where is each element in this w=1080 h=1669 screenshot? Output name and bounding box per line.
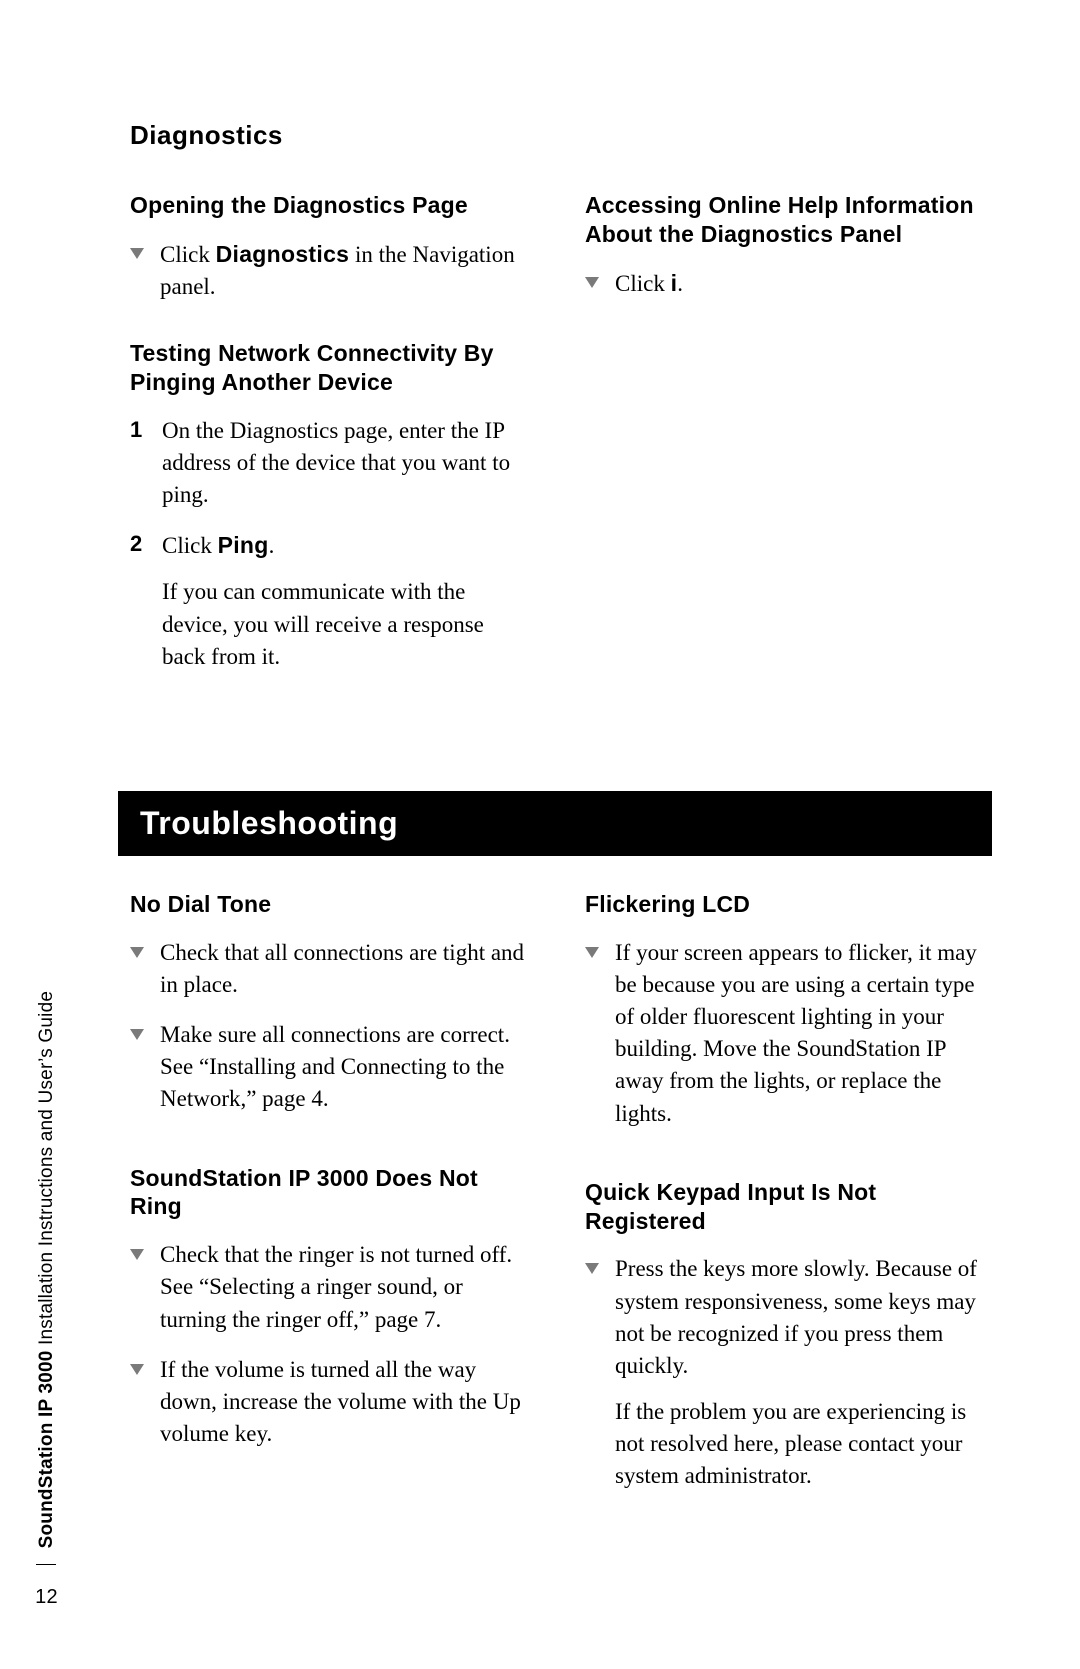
spacer — [130, 721, 980, 791]
subheading-opening: Opening the Diagnostics Page — [130, 191, 525, 220]
step-text: On the Diagnostics page, enter the IP ad… — [162, 415, 525, 512]
bullet-text: Click Diagnostics in the Navigation pane… — [160, 238, 525, 303]
subheading-testing: Testing Network Connectivity By Pinging … — [130, 339, 525, 397]
block-testing-connectivity: Testing Network Connectivity By Pinging … — [130, 339, 525, 673]
product-name: SoundStation IP 3000 — [36, 1350, 57, 1548]
bullet-item: Check that the ringer is not turned off.… — [130, 1239, 525, 1336]
step-followup: If you can communicate with the device, … — [162, 576, 525, 673]
block-flickering-lcd: Flickering LCD If your screen appears to… — [585, 890, 980, 1130]
bullet-item: Press the keys more slowly. Because of s… — [585, 1253, 980, 1382]
troubleshooting-right-col: Flickering LCD If your screen appears to… — [585, 890, 980, 1541]
triangle-down-icon — [130, 947, 144, 958]
text-post: . — [677, 271, 683, 296]
page-footer-spine: 12 SoundStation IP 3000 Installation Ins… — [35, 991, 58, 1609]
section-heading-diagnostics: Diagnostics — [130, 120, 980, 151]
bullet-text: If your screen appears to flicker, it ma… — [615, 937, 980, 1130]
diagnostics-columns: Opening the Diagnostics Page Click Diagn… — [130, 191, 980, 721]
bullet-text: Make sure all connections are correct. S… — [160, 1019, 525, 1116]
subheading-no-dial: No Dial Tone — [130, 890, 525, 919]
followup-text: If the problem you are experiencing is n… — [615, 1396, 980, 1493]
bullet-text: Click i. — [615, 267, 683, 300]
step-number: 1 — [130, 415, 152, 446]
triangle-down-icon — [130, 1029, 144, 1040]
subheading-not-ring: SoundStation IP 3000 Does Not Ring — [130, 1164, 525, 1222]
step-text: Click Ping. — [162, 529, 274, 562]
triangle-down-icon — [130, 1249, 144, 1260]
page-number: 12 — [35, 1586, 58, 1609]
divider-icon — [36, 1564, 56, 1565]
triangle-down-icon — [585, 1263, 599, 1274]
footer-tail: Installation Instructions and User’s Gui… — [36, 991, 57, 1351]
bullet-text: Press the keys more slowly. Because of s… — [615, 1253, 980, 1382]
numbered-item-1: 1 On the Diagnostics page, enter the IP … — [130, 415, 525, 512]
subheading-keypad: Quick Keypad Input Is Not Registered — [585, 1178, 980, 1236]
bullet-item: Check that all connections are tight and… — [130, 937, 525, 1001]
bullet-text: Check that all connections are tight and… — [160, 937, 525, 1001]
triangle-down-icon — [585, 277, 599, 288]
section-bar-troubleshooting: Troubleshooting — [118, 791, 992, 856]
bullet-item: Make sure all connections are correct. S… — [130, 1019, 525, 1116]
bullet-item: If your screen appears to flicker, it ma… — [585, 937, 980, 1130]
text-pre: Click — [160, 242, 216, 267]
triangle-down-icon — [130, 248, 144, 259]
block-keypad-input: Quick Keypad Input Is Not Registered Pre… — [585, 1178, 980, 1493]
troubleshooting-left-col: No Dial Tone Check that all connections … — [130, 890, 525, 1541]
bullet-text: Check that the ringer is not turned off.… — [160, 1239, 525, 1336]
troubleshooting-columns: No Dial Tone Check that all connections … — [130, 890, 980, 1541]
step-number: 2 — [130, 529, 152, 560]
text-bold: Diagnostics — [216, 241, 350, 267]
triangle-down-icon — [130, 1364, 144, 1375]
bullet-item: Click Diagnostics in the Navigation pane… — [130, 238, 525, 303]
text-pre: Click — [615, 271, 671, 296]
subheading-flicker: Flickering LCD — [585, 890, 980, 919]
text-pre: Click — [162, 533, 218, 558]
numbered-item-2: 2 Click Ping. — [130, 529, 525, 562]
block-online-help: Accessing Online Help Information About … — [585, 191, 980, 300]
bullet-text: If the volume is turned all the way down… — [160, 1354, 525, 1451]
block-does-not-ring: SoundStation IP 3000 Does Not Ring Check… — [130, 1164, 525, 1451]
bullet-item: If the volume is turned all the way down… — [130, 1354, 525, 1451]
block-opening-diagnostics: Opening the Diagnostics Page Click Diagn… — [130, 191, 525, 303]
bullet-item: Click i. — [585, 267, 980, 300]
text-bold: Ping — [218, 532, 269, 558]
text-post: . — [269, 533, 275, 558]
block-no-dial-tone: No Dial Tone Check that all connections … — [130, 890, 525, 1116]
page: Diagnostics Opening the Diagnostics Page… — [0, 0, 1080, 1669]
diagnostics-left-col: Opening the Diagnostics Page Click Diagn… — [130, 191, 525, 721]
triangle-down-icon — [585, 947, 599, 958]
subheading-online-help: Accessing Online Help Information About … — [585, 191, 980, 249]
diagnostics-right-col: Accessing Online Help Information About … — [585, 191, 980, 721]
